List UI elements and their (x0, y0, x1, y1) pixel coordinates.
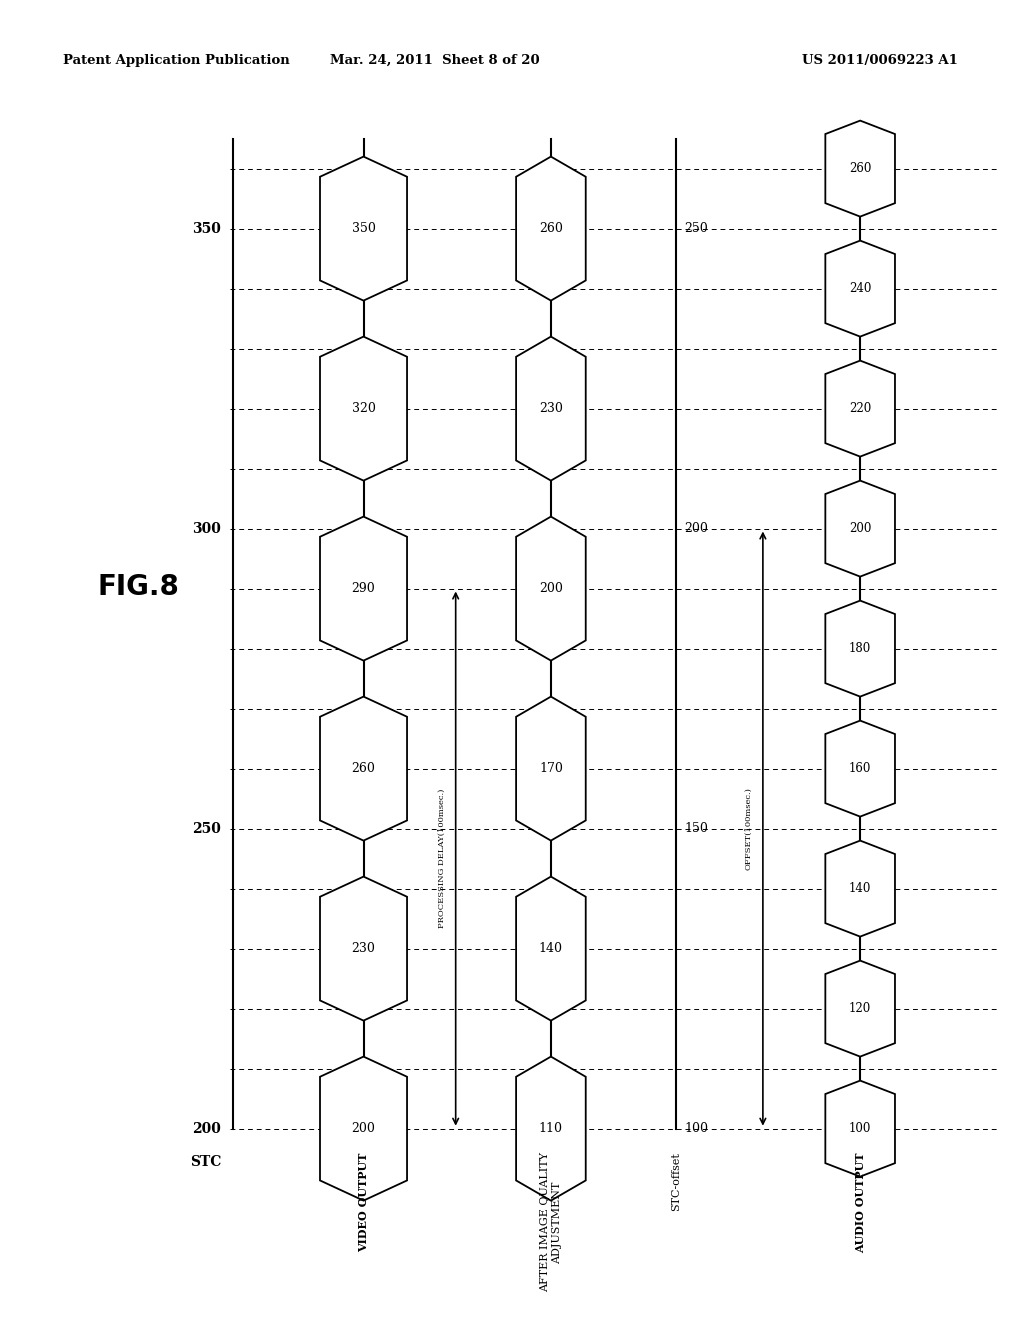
Polygon shape (516, 157, 586, 301)
Text: AUDIO OUTPUT: AUDIO OUTPUT (855, 1152, 865, 1253)
Text: 200: 200 (849, 523, 871, 535)
Text: 350: 350 (193, 222, 221, 235)
Text: OFFSET(100msec.): OFFSET(100msec.) (744, 787, 753, 870)
Text: 110: 110 (539, 1122, 563, 1135)
Text: Mar. 24, 2011  Sheet 8 of 20: Mar. 24, 2011 Sheet 8 of 20 (331, 54, 540, 67)
Text: 140: 140 (849, 882, 871, 895)
Polygon shape (319, 876, 407, 1020)
Text: 320: 320 (351, 403, 376, 414)
Text: 140: 140 (539, 942, 563, 956)
Polygon shape (825, 1081, 895, 1176)
Text: 200: 200 (539, 582, 563, 595)
Text: 100: 100 (849, 1122, 871, 1135)
Polygon shape (825, 961, 895, 1056)
Polygon shape (516, 697, 586, 841)
Polygon shape (516, 337, 586, 480)
Text: FIG.8: FIG.8 (97, 573, 179, 602)
Text: US 2011/0069223 A1: US 2011/0069223 A1 (802, 54, 957, 67)
Polygon shape (825, 480, 895, 577)
Text: 230: 230 (539, 403, 563, 414)
Text: 260: 260 (351, 762, 376, 775)
Text: 200: 200 (193, 1122, 221, 1135)
Text: 120: 120 (849, 1002, 871, 1015)
Polygon shape (516, 876, 586, 1020)
Text: 180: 180 (849, 642, 871, 655)
Polygon shape (319, 337, 407, 480)
Polygon shape (319, 697, 407, 841)
Text: Patent Application Publication: Patent Application Publication (63, 54, 290, 67)
Polygon shape (825, 721, 895, 817)
Text: 260: 260 (849, 162, 871, 176)
Text: 200: 200 (351, 1122, 376, 1135)
Text: 240: 240 (849, 282, 871, 296)
Polygon shape (825, 601, 895, 697)
Polygon shape (319, 1056, 407, 1201)
Text: 230: 230 (351, 942, 376, 956)
Text: 260: 260 (539, 222, 563, 235)
Polygon shape (516, 1056, 586, 1201)
Text: STC: STC (189, 1155, 221, 1170)
Polygon shape (825, 360, 895, 457)
Text: 350: 350 (351, 222, 376, 235)
Text: 160: 160 (849, 762, 871, 775)
Text: 300: 300 (193, 521, 221, 536)
Text: 100: 100 (684, 1122, 708, 1135)
Polygon shape (319, 157, 407, 301)
Text: STC-offset: STC-offset (671, 1152, 681, 1212)
Polygon shape (825, 841, 895, 937)
Polygon shape (516, 516, 586, 660)
Text: 170: 170 (539, 762, 563, 775)
Text: 250: 250 (193, 821, 221, 836)
Text: 290: 290 (351, 582, 376, 595)
Text: 150: 150 (684, 822, 708, 836)
Text: VIDEO OUTPUT: VIDEO OUTPUT (358, 1152, 369, 1251)
Text: 250: 250 (684, 222, 708, 235)
Text: 200: 200 (684, 523, 708, 535)
Text: 220: 220 (849, 403, 871, 414)
Polygon shape (319, 516, 407, 660)
Text: AFTER IMAGE QUALITY
ADJUSTMENT: AFTER IMAGE QUALITY ADJUSTMENT (540, 1152, 562, 1292)
Text: PROCESSING DELAY(100msec.): PROCESSING DELAY(100msec.) (437, 789, 445, 928)
Polygon shape (825, 120, 895, 216)
Polygon shape (825, 240, 895, 337)
